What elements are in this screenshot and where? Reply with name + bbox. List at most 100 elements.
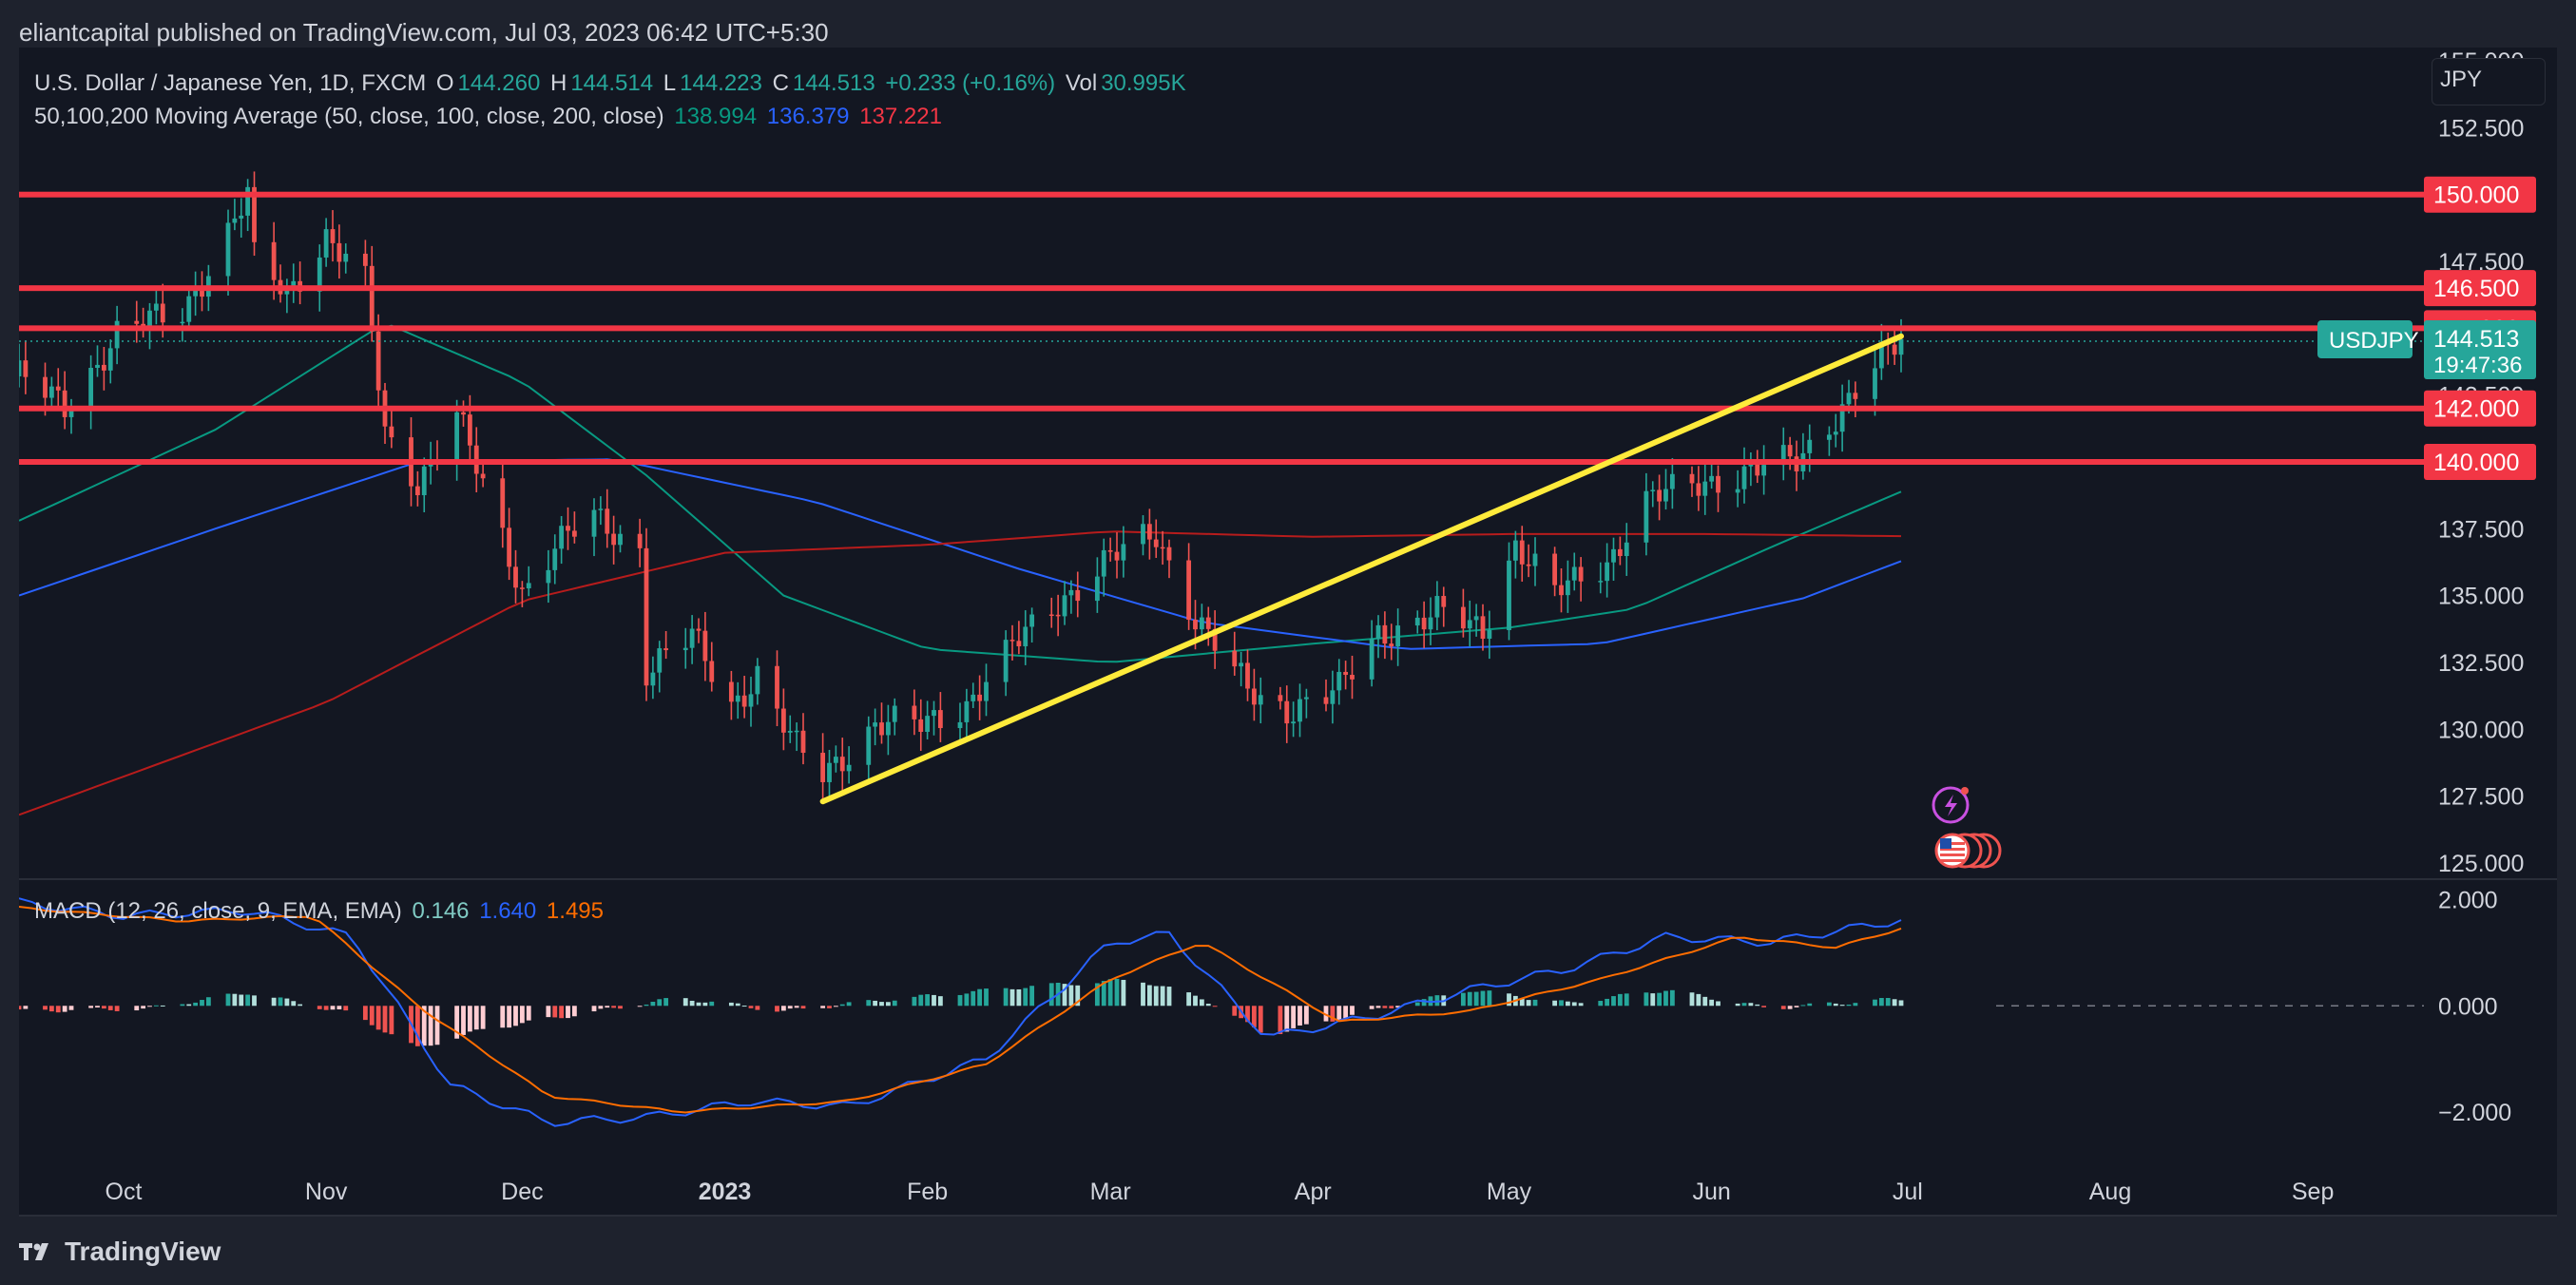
candle[interactable] <box>1251 668 1257 721</box>
candle[interactable] <box>1571 552 1577 591</box>
candle[interactable] <box>885 704 891 756</box>
macd-histogram-bar[interactable] <box>1526 1000 1531 1007</box>
candle[interactable] <box>1421 601 1427 649</box>
candle[interactable] <box>1212 610 1218 669</box>
macd-histogram-bar[interactable] <box>918 994 924 1007</box>
macd-histogram-bar[interactable] <box>1350 1006 1355 1015</box>
macd-histogram-bar[interactable] <box>1212 1006 1218 1007</box>
candle[interactable] <box>362 240 368 286</box>
candle[interactable] <box>1578 557 1584 602</box>
macd-histogram-bar[interactable] <box>696 1002 702 1007</box>
macd-histogram-bar[interactable] <box>1153 986 1159 1007</box>
macd-histogram-bar[interactable] <box>88 1006 94 1008</box>
macd-histogram-bar[interactable] <box>827 1006 832 1008</box>
candle[interactable] <box>48 376 54 409</box>
macd-histogram-bar[interactable] <box>1303 1006 1309 1025</box>
candle[interactable] <box>1748 452 1754 487</box>
macd-histogram-bar[interactable] <box>605 1006 610 1008</box>
macd-histogram-bar[interactable] <box>820 1006 826 1008</box>
macd-histogram-bar[interactable] <box>1009 988 1015 1007</box>
macd-histogram-bar[interactable] <box>1709 999 1715 1007</box>
candle[interactable] <box>637 518 643 567</box>
candle[interactable] <box>1605 543 1610 598</box>
macd-histogram-bar[interactable] <box>454 1006 460 1039</box>
candle[interactable] <box>728 670 734 720</box>
candle[interactable] <box>480 464 486 488</box>
candle[interactable] <box>1336 659 1342 705</box>
candle[interactable] <box>937 692 943 742</box>
candle[interactable] <box>702 611 708 681</box>
macd-histogram-bar[interactable] <box>1199 999 1204 1007</box>
macd-histogram-bar[interactable] <box>134 1006 140 1011</box>
macd-histogram-bar[interactable] <box>205 997 211 1007</box>
candle[interactable] <box>1003 630 1009 697</box>
candle[interactable] <box>1343 661 1349 690</box>
macd-histogram-bar[interactable] <box>23 1006 29 1009</box>
macd-histogram-bar[interactable] <box>323 1006 329 1010</box>
macd-histogram-bar[interactable] <box>1460 992 1466 1007</box>
macd-histogram-bar[interactable] <box>107 1006 113 1010</box>
candle[interactable] <box>657 641 663 693</box>
candle[interactable] <box>1741 447 1747 504</box>
macd-histogram-bar[interactable] <box>1571 1002 1577 1007</box>
macd-histogram-bar[interactable] <box>1245 1006 1250 1023</box>
macd-histogram-bar[interactable] <box>1716 1001 1721 1007</box>
candle[interactable] <box>1101 538 1106 597</box>
candle[interactable] <box>1395 608 1401 666</box>
macd-histogram-bar[interactable] <box>1794 1006 1799 1007</box>
candle[interactable] <box>526 566 531 597</box>
candle[interactable] <box>1532 537 1538 586</box>
candle[interactable] <box>180 308 185 342</box>
candle[interactable] <box>1519 526 1525 582</box>
candle[interactable] <box>513 549 518 604</box>
macd-histogram-bar[interactable] <box>644 1004 649 1007</box>
macd-histogram-bar[interactable] <box>1467 991 1472 1007</box>
macd-histogram-bar[interactable] <box>1278 1006 1283 1035</box>
candle[interactable] <box>1689 466 1695 497</box>
macd-histogram-bar[interactable] <box>232 993 238 1007</box>
candle[interactable] <box>23 340 29 394</box>
candle[interactable] <box>1716 465 1721 512</box>
macd-histogram-bar[interactable] <box>775 1006 779 1012</box>
macd-histogram-bar[interactable] <box>1258 1006 1263 1033</box>
macd-histogram-bar[interactable] <box>291 1001 297 1007</box>
candle[interactable] <box>389 410 394 449</box>
candle[interactable] <box>500 464 506 548</box>
candle[interactable] <box>566 507 570 550</box>
macd-histogram-bar[interactable] <box>507 1006 512 1028</box>
candle[interactable] <box>1624 523 1629 576</box>
candle[interactable] <box>461 400 466 427</box>
macd-histogram-bar[interactable] <box>1284 1006 1290 1032</box>
macd-histogram-bar[interactable] <box>513 1006 518 1026</box>
candle[interactable] <box>780 688 786 751</box>
candle[interactable] <box>284 278 290 314</box>
candle[interactable] <box>618 525 623 553</box>
candle[interactable] <box>787 715 793 743</box>
macd-histogram-bar[interactable] <box>971 990 976 1007</box>
candle[interactable] <box>298 261 303 305</box>
candle[interactable] <box>1800 432 1806 480</box>
candle[interactable] <box>68 398 74 434</box>
candle[interactable] <box>598 496 604 526</box>
candle[interactable] <box>1702 461 1708 515</box>
candle[interactable] <box>1278 686 1283 710</box>
macd-histogram-bar[interactable] <box>1062 984 1067 1007</box>
candle[interactable] <box>114 305 120 365</box>
macd-histogram-bar[interactable] <box>794 1006 799 1008</box>
candle[interactable] <box>833 745 838 773</box>
candle[interactable] <box>421 457 427 513</box>
candle[interactable] <box>741 676 747 719</box>
candle[interactable] <box>1382 611 1388 660</box>
candle[interactable] <box>892 698 897 736</box>
candle[interactable] <box>873 708 878 746</box>
macd-histogram-bar[interactable] <box>141 1006 146 1009</box>
candle[interactable] <box>546 549 551 604</box>
macd-histogram-bar[interactable] <box>1186 992 1192 1007</box>
candle[interactable] <box>1644 472 1649 556</box>
candle[interactable] <box>1016 621 1022 655</box>
candle[interactable] <box>1526 544 1531 578</box>
candle[interactable] <box>101 346 106 391</box>
candle[interactable] <box>1062 581 1067 625</box>
candle[interactable] <box>1094 557 1100 613</box>
candle[interactable] <box>55 368 61 411</box>
